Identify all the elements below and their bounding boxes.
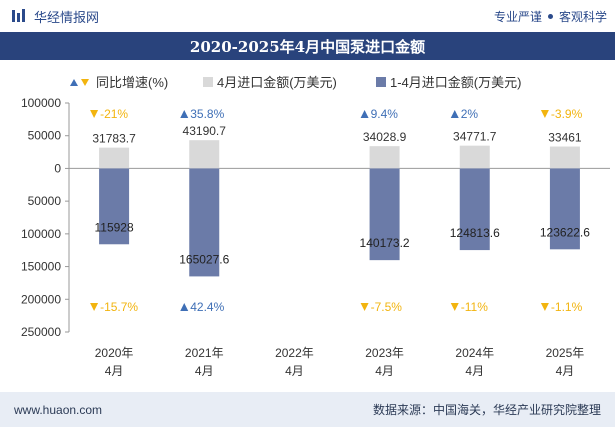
april-bar <box>189 140 220 169</box>
april-value-label: 31783.7 <box>92 132 136 146</box>
x-tick-label: 4月 <box>105 364 124 378</box>
april-value-label: 33461 <box>548 131 582 145</box>
cumulative-growth-label: -11% <box>461 300 488 314</box>
cumulative-value-label: 140173.2 <box>360 236 410 250</box>
cumulative-growth-label: 42.4% <box>190 300 224 314</box>
growth-up-triangle-icon <box>360 110 369 118</box>
legend-down-triangle-icon <box>81 79 89 86</box>
april-value-label: 34771.7 <box>453 130 497 144</box>
cumulative-bar <box>549 168 580 250</box>
april-growth-label: 35.8% <box>190 107 224 121</box>
brand-logo-icon <box>12 9 25 22</box>
april-growth-label: 2% <box>461 107 479 121</box>
data-source: 数据来源：中国海关，华经产业研究院整理 <box>372 403 601 417</box>
x-tick-label: 2024年 <box>455 346 494 360</box>
chart-title: 2020-2025年4月中国泵进口金额 <box>189 37 426 56</box>
tag-objective: 客观科学 <box>558 9 607 24</box>
x-tick-label: 4月 <box>465 364 484 378</box>
x-tick-label: 2021年 <box>185 346 224 360</box>
legend-april-swatch <box>203 77 213 87</box>
footer-url[interactable]: www.huaon.com <box>14 402 103 417</box>
growth-up-triangle-icon <box>450 110 459 118</box>
cumulative-value-label: 115928 <box>95 220 134 234</box>
separator-dot-icon <box>547 13 553 19</box>
growth-down-triangle-icon <box>90 110 99 118</box>
cumulative-growth-label: -7.5% <box>371 300 403 314</box>
cumulative-bar <box>99 168 130 245</box>
cumulative-growth-label: -15.7% <box>100 300 138 314</box>
april-bar <box>99 147 130 169</box>
chart: 同比增速(%) 4月进口金额(万美元) 1-4月进口金额(万美元) 100000 500… <box>21 75 610 378</box>
brand[interactable]: 华经情报网 <box>10 7 99 26</box>
cumulative-bar <box>459 168 490 251</box>
brand-name: 华经情报网 <box>34 9 100 25</box>
x-tick-label: 2022年 <box>275 346 314 360</box>
y-tick-label: 0 <box>54 161 61 175</box>
april-growth-label: 9.4% <box>371 107 399 121</box>
growth-up-triangle-icon <box>180 303 189 311</box>
y-tick-label: 150000 <box>21 260 61 274</box>
x-tick-label: 4月 <box>375 364 394 378</box>
y-tick-label: 100000 <box>21 227 61 241</box>
tag-professional: 专业严谨 <box>493 9 542 24</box>
y-tick-label: 50000 <box>28 194 62 208</box>
footer: www.huaon.com 数据来源：中国海关，华经产业研究院整理 <box>0 392 615 427</box>
april-growth-label: -3.9% <box>551 107 583 121</box>
y-tick-label: 50000 <box>28 129 62 143</box>
cumulative-value-label: 124813.6 <box>450 226 500 240</box>
cumulative-value-label: 123622.6 <box>540 225 590 239</box>
y-tick-label: 200000 <box>21 292 61 306</box>
header-tags: 专业严谨 客观科学 <box>494 8 607 25</box>
title-bar: 2020-2025年4月中国泵进口金额 <box>0 32 615 60</box>
growth-down-triangle-icon <box>90 303 99 311</box>
cumulative-value-label: 165027.6 <box>179 252 229 266</box>
legend-up-triangle-icon <box>70 79 78 86</box>
x-tick-label: 2025年 <box>546 346 585 360</box>
cumulative-bar <box>369 168 400 261</box>
legend-cumulative-label: 1-4月进口金额(万美元) <box>390 75 521 90</box>
x-tick-label: 2020年 <box>95 346 134 360</box>
x-tick-label: 4月 <box>195 364 214 378</box>
y-tick-label: 250000 <box>21 325 61 339</box>
y-tick-label: 100000 <box>21 96 61 110</box>
growth-down-triangle-icon <box>360 303 369 311</box>
legend-cumulative-swatch <box>376 77 386 87</box>
legend-april-label: 4月进口金额(万美元) <box>217 75 337 90</box>
growth-down-triangle-icon <box>540 303 549 311</box>
growth-down-triangle-icon <box>450 303 459 311</box>
april-value-label: 43190.7 <box>183 124 227 138</box>
growth-down-triangle-icon <box>540 110 549 118</box>
x-tick-label: 4月 <box>285 364 304 378</box>
x-tick-label: 4月 <box>556 364 575 378</box>
april-bar <box>459 145 490 169</box>
april-value-label: 34028.9 <box>363 130 407 144</box>
april-bar <box>369 146 400 169</box>
top-bar: 华经情报网 专业严谨 客观科学 <box>0 0 615 32</box>
legend-growth-label: 同比增速(%) <box>96 75 168 90</box>
cumulative-bar <box>189 168 220 277</box>
growth-up-triangle-icon <box>180 110 189 118</box>
april-bar <box>549 146 580 169</box>
april-growth-label: -21% <box>100 107 128 121</box>
x-tick-label: 2023年 <box>365 346 404 360</box>
cumulative-growth-label: -1.1% <box>551 300 583 314</box>
